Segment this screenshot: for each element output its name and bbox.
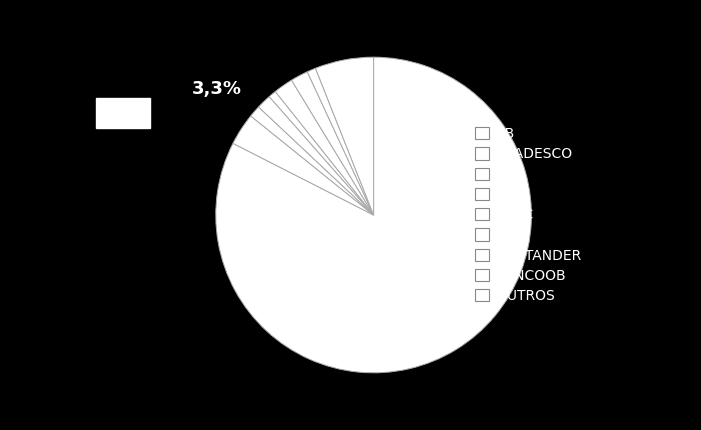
Wedge shape [251,107,374,215]
Wedge shape [233,116,374,215]
FancyBboxPatch shape [97,98,150,129]
Wedge shape [269,92,374,215]
Wedge shape [216,57,531,373]
Wedge shape [307,68,374,215]
Wedge shape [259,97,374,215]
Wedge shape [292,72,374,215]
Legend: BB, BRADESCO, BRB, CEF, HSBC, ITAÚ, SANTANDER, BANCOOB, OUTROS: BB, BRADESCO, BRB, CEF, HSBC, ITAÚ, SANT… [475,127,581,303]
Text: 3,3%: 3,3% [192,80,243,98]
Wedge shape [275,80,374,215]
Wedge shape [315,57,374,215]
